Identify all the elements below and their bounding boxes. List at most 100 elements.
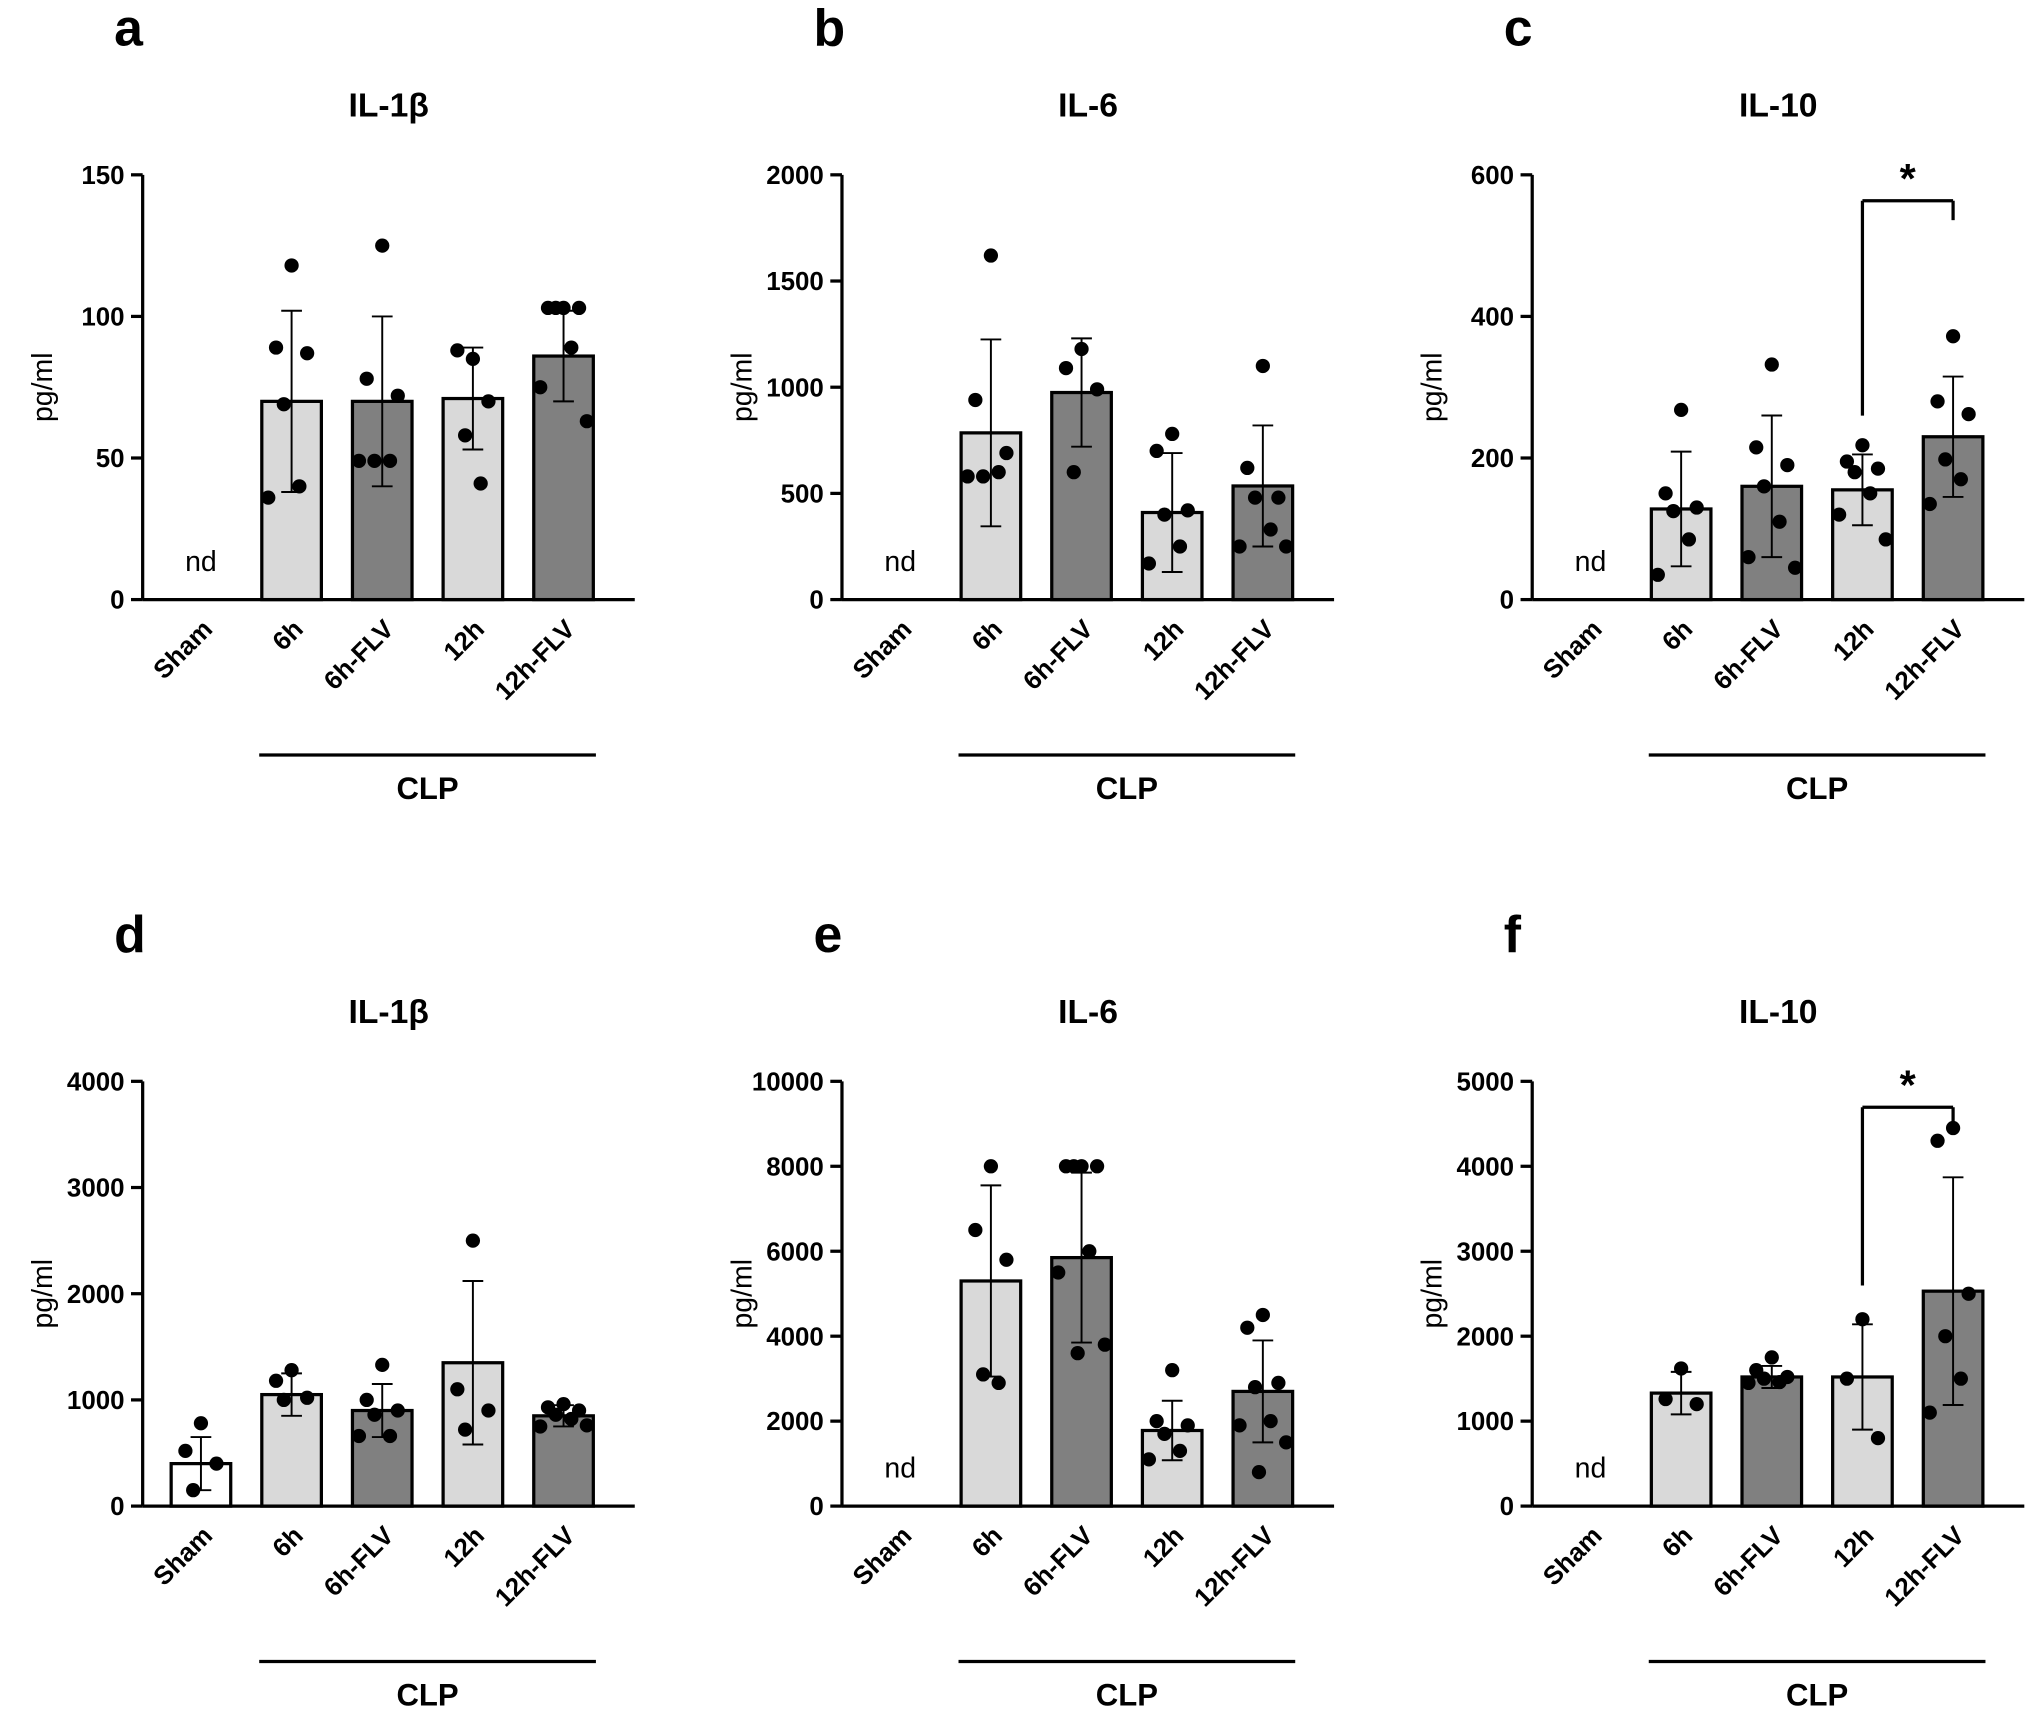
data-point (579, 414, 594, 429)
y-tick-label: 0 (809, 1493, 823, 1521)
x-tick-label: 6h (268, 615, 309, 656)
data-point (1922, 496, 1937, 512)
data-point (533, 380, 548, 395)
data-point (268, 340, 284, 355)
y-tick-label: 4000 (766, 1323, 824, 1351)
x-tick-label: 12h-FLV (1880, 1521, 1971, 1612)
data-point (1263, 522, 1278, 537)
data-point (968, 392, 983, 408)
data-point (473, 476, 488, 491)
data-point (1066, 465, 1081, 480)
x-tick-label: 12h-FLV (490, 1521, 581, 1612)
chart-title: IL-10 (1739, 88, 1818, 125)
data-point (1756, 479, 1772, 494)
data-point (1847, 465, 1862, 480)
data-point (1953, 1371, 1968, 1386)
data-point (1772, 1374, 1787, 1390)
y-axis-label: pg/ml (1417, 1259, 1449, 1329)
data-point (1945, 1120, 1961, 1136)
y-tick-label: 1000 (1456, 1408, 1514, 1436)
y-axis-label: pg/ml (27, 1259, 59, 1329)
data-point (359, 371, 374, 386)
data-point (1855, 438, 1870, 453)
bar (1740, 1375, 1804, 1508)
data-point (579, 1418, 594, 1433)
data-point (1741, 549, 1756, 565)
data-point (1674, 1361, 1689, 1376)
x-tick-label: Sham (1538, 1522, 1608, 1592)
y-tick-label: 4000 (67, 1068, 125, 1096)
y-tick-label: 0 (1500, 587, 1514, 615)
data-point (1157, 507, 1172, 522)
data-point (1240, 1320, 1255, 1335)
data-point (1172, 539, 1188, 554)
y-axis-label: pg/ml (726, 352, 758, 422)
panel-letter: f (1504, 905, 1522, 963)
data-point (1650, 567, 1665, 582)
data-point (1232, 539, 1247, 554)
y-tick-label: 500 (781, 480, 824, 508)
data-point (1689, 500, 1704, 515)
data-point (999, 445, 1014, 461)
data-point (1279, 1435, 1294, 1450)
y-tick-label: 2000 (766, 162, 824, 190)
data-point (1255, 1307, 1270, 1323)
data-point (450, 1382, 465, 1397)
data-point (481, 1403, 496, 1418)
data-point (1930, 1133, 1945, 1148)
x-tick-label: 6h (967, 1522, 1008, 1563)
x-tick-label: 12h-FLV (1880, 615, 1971, 706)
y-tick-label: 150 (81, 162, 124, 190)
data-point (968, 1222, 983, 1238)
y-tick-label: 3000 (67, 1175, 125, 1203)
data-point (1082, 1244, 1097, 1259)
x-tick-label: 12h (439, 1522, 490, 1573)
data-point (1263, 1414, 1278, 1429)
data-point (1787, 560, 1803, 575)
chart-title: IL-1β (349, 994, 429, 1031)
data-point (1089, 1159, 1105, 1174)
group-label: CLP (1096, 771, 1158, 806)
data-point (300, 1390, 315, 1405)
data-point (382, 1428, 398, 1444)
panel-letter: e (813, 905, 842, 963)
data-point (1689, 1397, 1704, 1412)
x-tick-label: Sham (1538, 615, 1608, 685)
panel-letter: c (1504, 0, 1533, 56)
x-tick-label: 6h (967, 615, 1008, 656)
data-point (1141, 556, 1157, 571)
data-point (1279, 539, 1294, 554)
data-point (186, 1483, 201, 1498)
y-tick-label: 0 (110, 587, 124, 615)
data-point (375, 238, 390, 253)
data-point (1051, 1265, 1066, 1280)
data-point (1780, 457, 1795, 473)
data-point (367, 1407, 382, 1422)
y-tick-label: 0 (809, 587, 823, 615)
y-tick-label: 400 (1471, 303, 1514, 331)
data-point (1141, 1452, 1157, 1467)
data-point (1074, 341, 1089, 357)
y-tick-label: 10000 (752, 1068, 824, 1096)
data-point (1180, 503, 1195, 518)
x-tick-label: 6h (1657, 615, 1698, 656)
data-point (1658, 1391, 1673, 1407)
data-point (268, 1373, 284, 1388)
significance-label: * (1900, 1061, 1917, 1108)
data-point (1157, 1426, 1172, 1442)
data-point (1255, 358, 1270, 374)
data-point (1271, 490, 1286, 505)
y-tick-label: 1000 (766, 374, 824, 402)
data-point (178, 1443, 193, 1458)
y-tick-label: 1500 (766, 268, 824, 296)
data-point (375, 1357, 390, 1372)
data-point (1961, 1286, 1976, 1301)
data-point (1165, 426, 1180, 442)
data-point (450, 343, 465, 358)
data-point (983, 1159, 999, 1174)
group-label: CLP (1786, 1678, 1848, 1712)
y-tick-label: 4000 (1456, 1153, 1514, 1181)
data-point (1658, 486, 1673, 501)
data-point (564, 1411, 579, 1427)
